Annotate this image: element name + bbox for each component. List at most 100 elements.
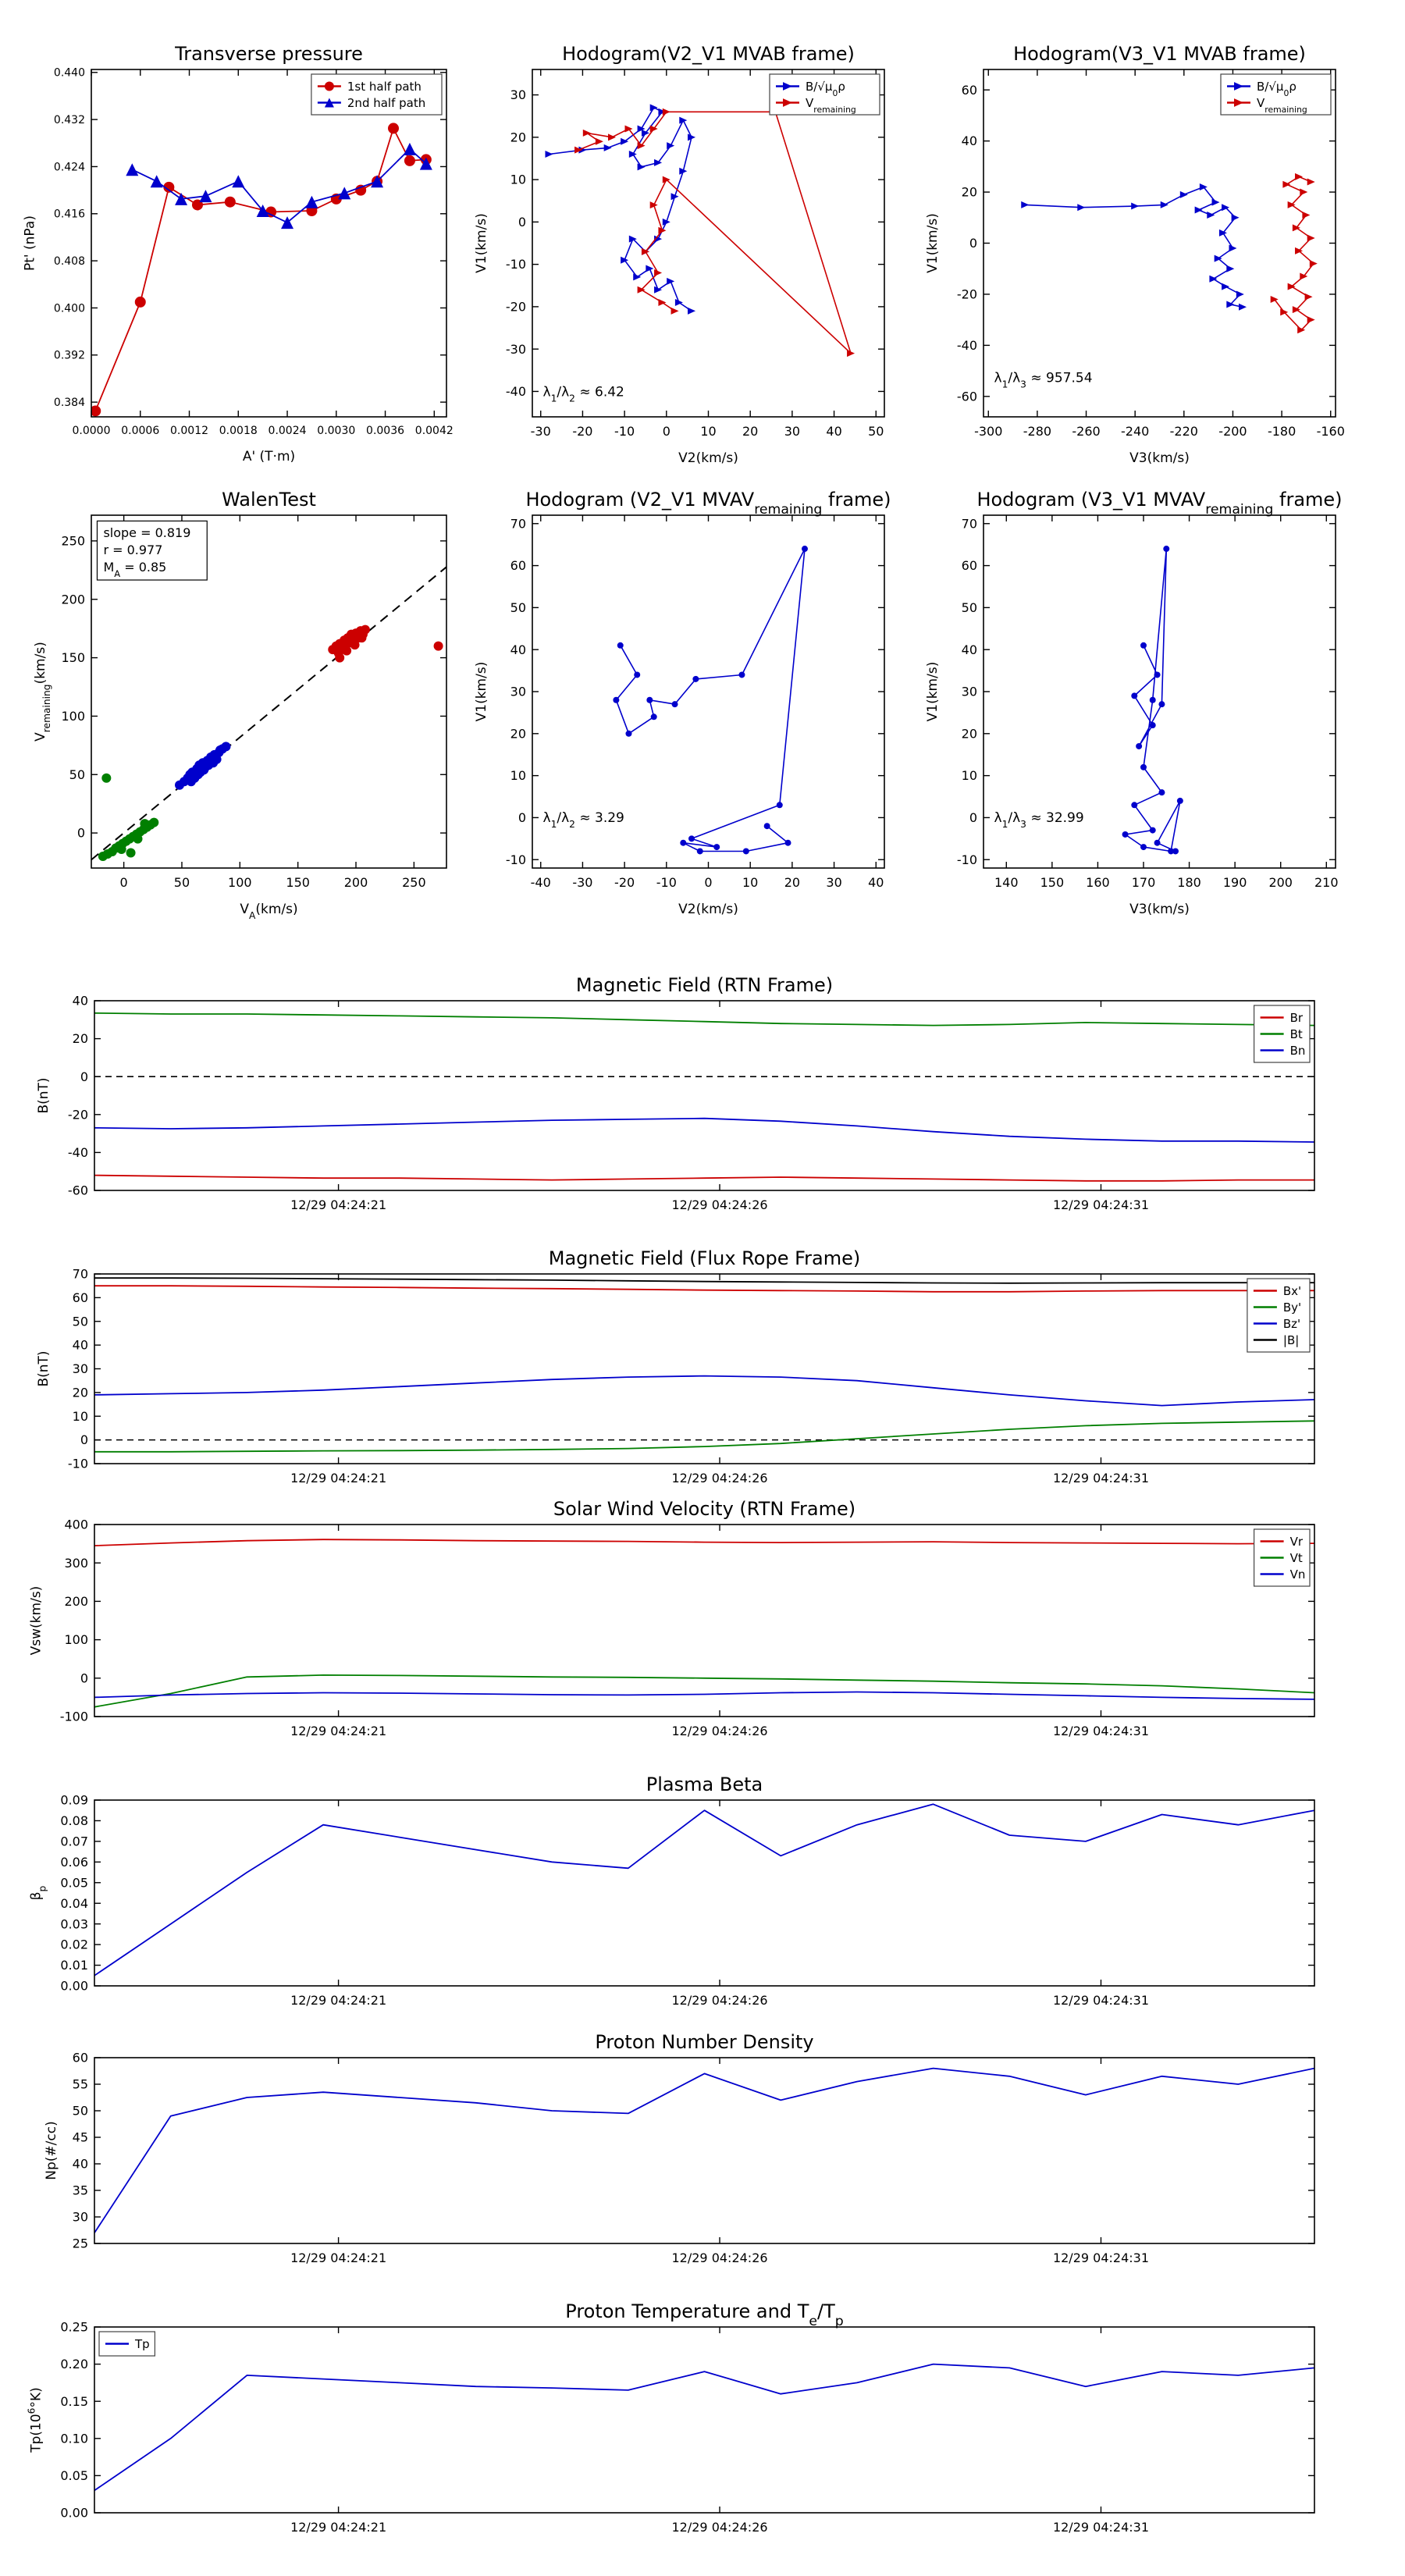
y-tick-label: 40 (962, 642, 977, 657)
axis-ticks (532, 515, 884, 868)
legend-label: Vremaining (1257, 96, 1307, 115)
x-axis-label: V2(km/s) (678, 902, 738, 917)
chart-title: Transverse pressure (174, 43, 363, 65)
x-tick-label: 12/29 04:24:26 (672, 2250, 768, 2265)
legend-label: 1st half path (347, 80, 422, 94)
x-tick-label: 12/29 04:24:21 (290, 2250, 386, 2265)
x-tick-label: 12/29 04:24:21 (290, 2520, 386, 2535)
series-cluster-green (98, 773, 159, 862)
y-tick-label: 0.384 (54, 397, 85, 409)
axis-ticks (984, 515, 1336, 868)
series-group (91, 566, 446, 862)
series-group (94, 1012, 1314, 1182)
x-tick-label: 30 (826, 875, 841, 890)
y-tick-label: -20 (506, 300, 526, 315)
chart-title: Solar Wind Velocity (RTN Frame) (553, 1498, 855, 1520)
x-axis-label: V2(km/s) (678, 450, 738, 466)
legend-label: Tp (134, 2337, 150, 2351)
series--b- (94, 1277, 1314, 1284)
y-tick-label: 70 (962, 516, 977, 531)
x-tick-label: 0 (120, 875, 128, 890)
legend: 1st half path 2nd half path (311, 73, 443, 116)
series-by- (94, 1420, 1314, 1453)
x-tick-label: 50 (174, 875, 190, 890)
series-group (94, 1803, 1314, 1976)
y-tick-label: 10 (962, 768, 977, 783)
y-tick-label: 20 (73, 1031, 88, 1046)
x-tick-label: -40 (531, 875, 551, 890)
y-tick-label: 0 (518, 215, 526, 229)
x-tick-label: 12/29 04:24:31 (1053, 1724, 1149, 1738)
y-tick-label: 0.416 (54, 208, 85, 221)
x-tick-label: 150 (1040, 875, 1065, 890)
y-tick-label: 0 (80, 1069, 88, 1084)
series-bz- (94, 1375, 1314, 1407)
y-tick-label: -10 (506, 852, 526, 867)
axes-frame (94, 1524, 1315, 1717)
legend-label: Vt (1290, 1551, 1303, 1565)
y-tick-label: 0.10 (60, 2431, 88, 2446)
y-axis-label: Np(#/cc) (44, 2121, 59, 2179)
series-bx- (94, 1285, 1314, 1293)
y-tick-label: 25 (73, 2236, 88, 2251)
y-tick-label: 40 (73, 2157, 88, 2172)
axes-frame (94, 2057, 1315, 2244)
x-tick-label: 200 (1268, 875, 1293, 890)
x-tick-label: -20 (614, 875, 635, 890)
x-tick-label: 12/29 04:24:26 (672, 1471, 768, 1485)
x-tick-label: 160 (1086, 875, 1110, 890)
y-tick-label: 20 (510, 130, 526, 144)
chart-title: Hodogram (V3_V1 MVAVremaining frame) (976, 489, 1342, 518)
x-tick-label: 210 (1314, 875, 1339, 890)
legend-label: Vn (1290, 1567, 1306, 1582)
y-tick-label: 0.01 (60, 1958, 88, 1973)
series-group (91, 123, 432, 417)
y-tick-label: 0 (969, 810, 977, 825)
y-tick-label: 30 (510, 685, 526, 699)
x-tick-label: 30 (784, 424, 800, 439)
y-tick-label: 0.06 (60, 1855, 88, 1870)
annotation: λ1/λ3 ≈ 957.54 (994, 371, 1093, 390)
x-tick-label: 0 (663, 424, 670, 439)
series-v-remaining-path (1270, 173, 1318, 334)
y-tick-label: 200 (64, 1594, 88, 1609)
axes-frame (532, 514, 885, 869)
axes-frame (91, 514, 447, 869)
x-tick-label: -260 (1072, 424, 1100, 439)
y-tick-label: 60 (510, 558, 526, 573)
y-tick-label: 10 (510, 173, 526, 187)
chart-proton-temperature: 12/29 04:24:21 12/29 04:24:26 12/29 04:24:… (26, 2300, 1315, 2535)
y-axis-label: Vremaining(km/s) (33, 642, 52, 742)
y-tick-label: 0.408 (54, 255, 85, 268)
series-group (94, 1277, 1314, 1453)
chart-plasma-beta: 12/29 04:24:21 12/29 04:24:26 12/29 04:24:… (28, 1774, 1315, 2008)
y-axis-label: Vsw(km/s) (28, 1586, 44, 1656)
y-tick-label: 0.05 (60, 1875, 88, 1890)
series-v-path (1122, 546, 1183, 855)
series-group (94, 2363, 1314, 2492)
x-tick-label: 0.0000 (73, 425, 111, 437)
x-tick-label: 12/29 04:24:31 (1053, 2520, 1149, 2535)
series-tp (94, 2363, 1314, 2492)
y-tick-label: 0.08 (60, 1813, 88, 1828)
series-group (545, 104, 855, 358)
x-tick-label: 50 (868, 424, 884, 439)
y-tick-label: -60 (68, 1183, 88, 1198)
x-tick-label: 12/29 04:24:21 (290, 1724, 386, 1738)
y-tick-label: 0.00 (60, 2506, 88, 2521)
y-tick-label: 0.07 (60, 1834, 88, 1848)
x-axis-label: VA(km/s) (240, 902, 297, 921)
x-tick-label: 190 (1223, 875, 1247, 890)
y-tick-label: 30 (73, 2210, 88, 2225)
y-tick-label: 60 (73, 1290, 88, 1305)
series-bn (94, 1117, 1314, 1143)
y-tick-label: 50 (73, 1314, 88, 1329)
axes-frame (532, 69, 885, 418)
legend-label: Br (1290, 1011, 1304, 1025)
chart-title: Hodogram(V2_V1 MVAB frame) (562, 43, 855, 65)
x-axis-label: A' (T·m) (243, 449, 295, 464)
legend: Bx' By' Bz' |B| (1247, 1278, 1311, 1353)
y-tick-label: 30 (73, 1361, 88, 1376)
